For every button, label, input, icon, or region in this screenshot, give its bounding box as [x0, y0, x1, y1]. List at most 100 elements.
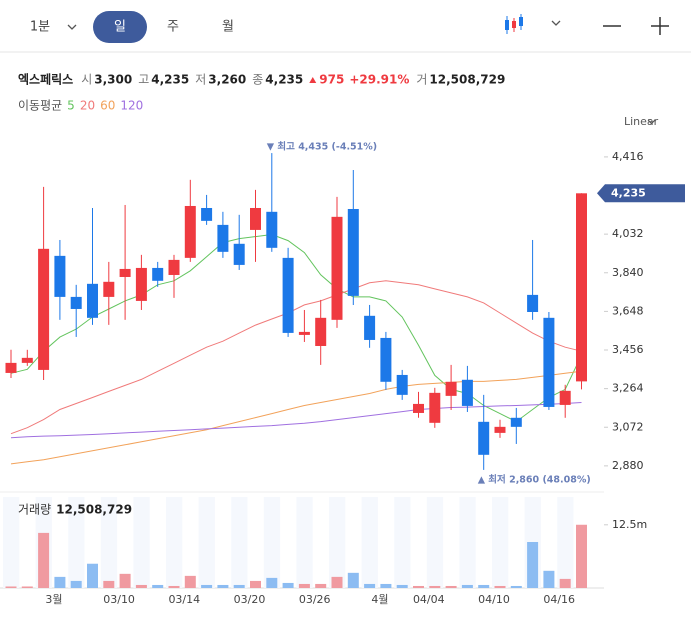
scale-chevron[interactable]	[647, 119, 656, 125]
candle-body	[87, 283, 98, 318]
candle-body	[510, 417, 522, 427]
volume-bar	[168, 585, 180, 588]
y-tick-label: 2,880	[612, 459, 644, 472]
quote-label: 종	[252, 73, 263, 87]
volume-bar	[135, 584, 147, 588]
interval-tab[interactable]: 1분	[30, 20, 50, 35]
icon-body	[512, 21, 516, 28]
candle-body	[298, 331, 310, 335]
x-tick-label: 04/16	[543, 593, 575, 606]
x-tick-label: 03/26	[299, 593, 331, 606]
volume-bar	[380, 583, 392, 588]
volume-bar	[445, 585, 457, 588]
ma-legend-entry: 120	[120, 99, 143, 113]
volume-stripe	[231, 497, 248, 588]
volume-stripe	[198, 497, 215, 588]
candle-body	[5, 362, 17, 373]
volume-bar	[364, 583, 376, 588]
candle-body	[429, 392, 441, 423]
volume-bar	[315, 583, 327, 588]
quote-label: 시	[81, 73, 92, 87]
moving-average-line	[10, 370, 582, 465]
quote-value: 12,508,729	[429, 73, 505, 87]
y-tick-label: 4,032	[612, 227, 644, 240]
candle-body	[103, 281, 115, 297]
volume-bar	[54, 576, 66, 588]
candle-body	[478, 421, 490, 455]
y-tick-label: 3,072	[612, 420, 644, 433]
candle-body	[135, 267, 147, 301]
candle-body	[54, 255, 66, 297]
volume-bar	[233, 584, 245, 588]
x-tick-label: 03/10	[103, 593, 135, 606]
interval-tab[interactable]: 월	[222, 20, 234, 35]
candle-body	[70, 296, 82, 309]
volume-stripe	[263, 497, 281, 588]
candle-body	[331, 216, 343, 320]
volume-bar	[217, 584, 229, 588]
ma-legend-entry: 5	[67, 99, 75, 113]
candle-body	[152, 267, 164, 281]
interval-tab[interactable]: 주	[167, 20, 179, 35]
candle-body	[413, 403, 424, 413]
interval-chevron[interactable]	[67, 24, 77, 30]
volume-bar	[184, 575, 196, 588]
scale-mode[interactable]: Linear	[624, 115, 659, 128]
candle-body	[168, 259, 180, 275]
high-annotation: ▼ 최고 4,435 (-4.51%)	[267, 141, 377, 153]
candle-body	[527, 294, 539, 312]
volume-bar	[201, 584, 213, 588]
volume-stripe	[3, 497, 20, 588]
volume-stripe	[426, 497, 444, 588]
volume-stripe	[100, 497, 118, 588]
volume-total: 12,508,729	[56, 503, 132, 517]
volume-stripe	[329, 497, 346, 588]
volume-bar	[266, 577, 278, 588]
volume-bar	[429, 585, 441, 588]
volume-bar	[510, 585, 522, 588]
quote-label: 거	[416, 73, 427, 87]
candle-body	[184, 205, 196, 258]
volume-stripe	[459, 497, 476, 588]
volume-stripe	[133, 497, 150, 588]
volume-bar	[250, 580, 261, 588]
candle-body	[201, 207, 213, 221]
volume-bar	[543, 570, 555, 588]
volume-bar	[527, 541, 539, 588]
x-tick-label: 03/14	[168, 593, 200, 606]
quote-value: 4,235	[265, 73, 303, 87]
quote-value: 3,300	[94, 73, 132, 87]
candle-body	[380, 337, 392, 382]
icon-body	[505, 20, 509, 30]
volume-stripe	[394, 497, 411, 588]
price-tag	[597, 184, 685, 203]
chart-type-icon[interactable]	[505, 14, 523, 34]
moving-average-line	[10, 280, 582, 435]
quote-label: 저	[195, 73, 206, 87]
ma-legend-title: 이동평균	[18, 99, 62, 113]
volume-bar	[298, 583, 310, 588]
icon-body	[519, 17, 523, 26]
volume-stripe	[492, 497, 509, 588]
candle-body	[445, 381, 457, 396]
volume-bar	[152, 584, 164, 588]
interval-tab[interactable]: 일	[114, 20, 126, 35]
candle-body	[315, 317, 327, 346]
y-tick-label: 3,264	[612, 382, 644, 395]
volume-bar	[559, 578, 571, 588]
zoom-in[interactable]	[651, 17, 669, 35]
ma-legend-entry: 60	[100, 99, 115, 113]
chart-type-chevron[interactable]	[551, 20, 561, 26]
x-tick-label: 04/04	[413, 593, 445, 606]
quote-label: 고	[138, 73, 149, 87]
change-arrow	[309, 77, 317, 83]
volume-bar	[103, 580, 115, 588]
quote-value: 4,235	[151, 73, 189, 87]
volume-bar	[413, 585, 424, 588]
change: 975	[319, 73, 344, 87]
volume-title: 거래량	[18, 503, 51, 517]
candle-body	[494, 426, 506, 433]
quote-value: 3,260	[208, 73, 246, 87]
x-tick-label: 4월	[371, 593, 388, 606]
